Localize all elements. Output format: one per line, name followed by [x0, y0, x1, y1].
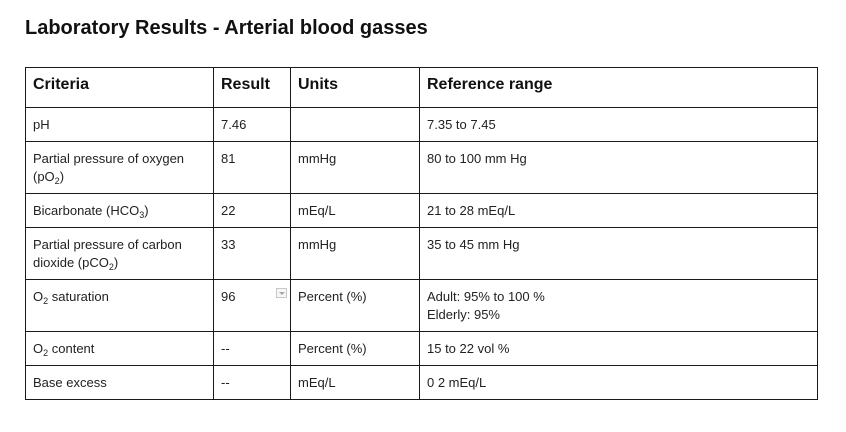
criteria-text: O [33, 341, 44, 356]
result-text: 81 [221, 151, 236, 166]
cell-result[interactable]: 81 [213, 141, 291, 194]
criteria-text-suffix: ) [144, 203, 149, 218]
cell-reference[interactable]: 21 to 28 mEq/L [419, 193, 818, 228]
table-row: Base excess -- mEq/L 0 2 mEq/L [25, 365, 818, 400]
cell-criteria[interactable]: pH [25, 107, 214, 142]
column-header-criteria: Criteria [25, 67, 214, 108]
cell-result[interactable]: 33 [213, 227, 291, 280]
column-header-result: Result [213, 67, 291, 108]
cell-units[interactable] [290, 107, 420, 142]
units-text: mEq/L [298, 375, 336, 390]
subscript: 2 [108, 262, 114, 272]
table-row: O2 content -- Percent (%) 15 to 22 vol % [25, 331, 818, 366]
page-title: Laboratory Results - Arterial blood gass… [25, 17, 428, 39]
result-text: -- [221, 375, 230, 390]
cell-criteria[interactable]: Partial pressure of oxygen (pO2) [25, 141, 214, 194]
cell-criteria[interactable]: Base excess [25, 365, 214, 400]
cell-result[interactable]: 7.46 [213, 107, 291, 142]
table-row: Partial pressure of carbon dioxide (pCO2… [25, 227, 818, 280]
cell-criteria[interactable]: Partial pressure of carbon dioxide (pCO2… [25, 227, 214, 280]
table-row: O2 saturation 96 Percent (%) Adult: 95% … [25, 279, 818, 332]
subscript: 2 [43, 348, 49, 358]
cell-reference[interactable]: 80 to 100 mm Hg [419, 141, 818, 194]
cell-units[interactable]: mmHg [290, 141, 420, 194]
table-row: pH 7.46 7.35 to 7.45 [25, 107, 818, 142]
cell-reference[interactable]: 0 2 mEq/L [419, 365, 818, 400]
reference-text: 35 to 45 mm Hg [427, 237, 520, 252]
result-text: 33 [221, 237, 236, 252]
cell-result[interactable]: 22 [213, 193, 291, 228]
results-table: Criteria Result Units Reference range pH… [25, 67, 818, 400]
criteria-text: O [33, 289, 44, 304]
units-text: Percent (%) [298, 341, 367, 356]
result-text: 96 [221, 289, 236, 304]
criteria-text-suffix: ) [113, 255, 119, 270]
criteria-text-suffix: content [48, 341, 95, 356]
units-text: mmHg [298, 151, 337, 166]
cell-units[interactable]: Percent (%) [290, 331, 420, 366]
table-row: Bicarbonate (HCO3) 22 mEq/L 21 to 28 mEq… [25, 193, 818, 228]
criteria-text-suffix: saturation [48, 289, 109, 304]
cell-units[interactable]: mEq/L [290, 193, 420, 228]
criteria-text: pH [33, 117, 50, 132]
criteria-text: Partial pressure of oxygen (pO [33, 151, 185, 184]
reference-text: Adult: 95% to 100 % [427, 289, 545, 304]
subscript: 3 [139, 210, 145, 220]
subscript: 2 [43, 296, 49, 306]
reference-text-line-2: Elderly: 95% [427, 307, 500, 322]
reference-text: 7.35 to 7.45 [427, 117, 496, 132]
subscript: 2 [54, 176, 60, 186]
cell-reference[interactable]: 7.35 to 7.45 [419, 107, 818, 142]
cell-result[interactable]: 96 [213, 279, 291, 332]
chevron-down-icon[interactable] [276, 288, 287, 298]
cell-result[interactable]: -- [213, 365, 291, 400]
cell-result[interactable]: -- [213, 331, 291, 366]
result-text: 22 [221, 203, 236, 218]
column-header-reference: Reference range [419, 67, 818, 108]
header-row: Criteria Result Units Reference range [25, 67, 818, 108]
column-header-units: Units [290, 67, 420, 108]
cell-units[interactable]: mmHg [290, 227, 420, 280]
result-text: -- [221, 341, 230, 356]
cell-reference[interactable]: 15 to 22 vol % [419, 331, 818, 366]
reference-text: 15 to 22 vol % [427, 341, 510, 356]
reference-text: 21 to 28 mEq/L [427, 203, 516, 218]
reference-text: 0 2 mEq/L [427, 375, 487, 390]
reference-text: 80 to 100 mm Hg [427, 151, 527, 166]
criteria-text: Base excess [33, 375, 107, 390]
units-text: Percent (%) [298, 289, 367, 304]
units-text: mmHg [298, 237, 337, 252]
cell-criteria[interactable]: O2 saturation [25, 279, 214, 332]
criteria-text: Partial pressure of carbon dioxide (pCO [33, 237, 182, 270]
criteria-text-suffix: ) [59, 169, 65, 184]
cell-criteria[interactable]: Bicarbonate (HCO3) [25, 193, 214, 228]
table-row: Partial pressure of oxygen (pO2) 81 mmHg… [25, 141, 818, 194]
cell-units[interactable]: Percent (%) [290, 279, 420, 332]
result-text: 7.46 [221, 117, 247, 132]
cell-reference[interactable]: 35 to 45 mm Hg [419, 227, 818, 280]
cell-units[interactable]: mEq/L [290, 365, 420, 400]
cell-reference[interactable]: Adult: 95% to 100 % Elderly: 95% [419, 279, 818, 332]
cell-criteria[interactable]: O2 content [25, 331, 214, 366]
units-text: mEq/L [298, 203, 336, 218]
criteria-text: Bicarbonate (HCO [33, 203, 140, 218]
